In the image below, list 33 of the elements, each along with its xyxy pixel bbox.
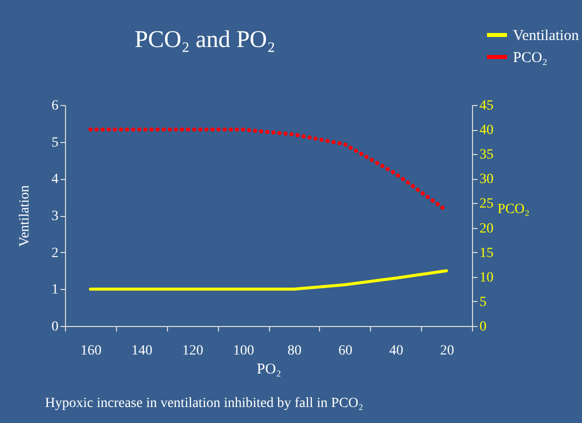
x-tick-label: 160 (80, 344, 102, 358)
x-axis-title: PO₂ (256, 362, 282, 378)
text: Hypoxic increase in ventilation inhibited by fall in PCO₂ (45, 396, 364, 411)
x-tick-label: 140 (131, 344, 152, 358)
y2-tick-label: 45 (480, 98, 494, 114)
y2-tick-label: 25 (480, 196, 494, 212)
x-tick-label: 40 (389, 344, 404, 358)
y-tick-label: 3 (52, 209, 58, 224)
x-tick-label: 120 (182, 344, 204, 358)
y-tick-label: 4 (52, 172, 58, 188)
chart-title: PCO₂ and PO₂ (134, 27, 276, 53)
y-tick-label: 2 (52, 246, 58, 261)
y2-tick-label: 0 (480, 320, 486, 334)
x-tick-label: 60 (338, 344, 352, 358)
y-tick-label: 1 (52, 282, 58, 298)
y2-tick-label: 40 (480, 123, 494, 138)
y-tick-label: 5 (52, 135, 58, 150)
y-tick-label: 6 (52, 98, 58, 114)
y2-axis-title: PCO₂ (497, 202, 530, 217)
y2-tick-label: 20 (480, 221, 494, 236)
legend-label: PCO₂ (513, 50, 548, 66)
y-axis-title: Ventilation (18, 185, 32, 247)
line-series (88, 269, 448, 291)
y2-tick-label: 15 (480, 246, 494, 261)
x-tick-label: 100 (233, 344, 254, 358)
y-tick-label: 0 (52, 320, 58, 334)
legend-label: Ventilation (513, 28, 580, 44)
y2-tick-label: 10 (480, 270, 494, 286)
x-tick-label: 80 (287, 344, 302, 358)
y2-tick-label: 5 (480, 294, 486, 310)
x-tick-label: 20 (440, 344, 454, 358)
y2-tick-label: 30 (480, 172, 494, 188)
y2-tick-label: 35 (480, 148, 494, 163)
